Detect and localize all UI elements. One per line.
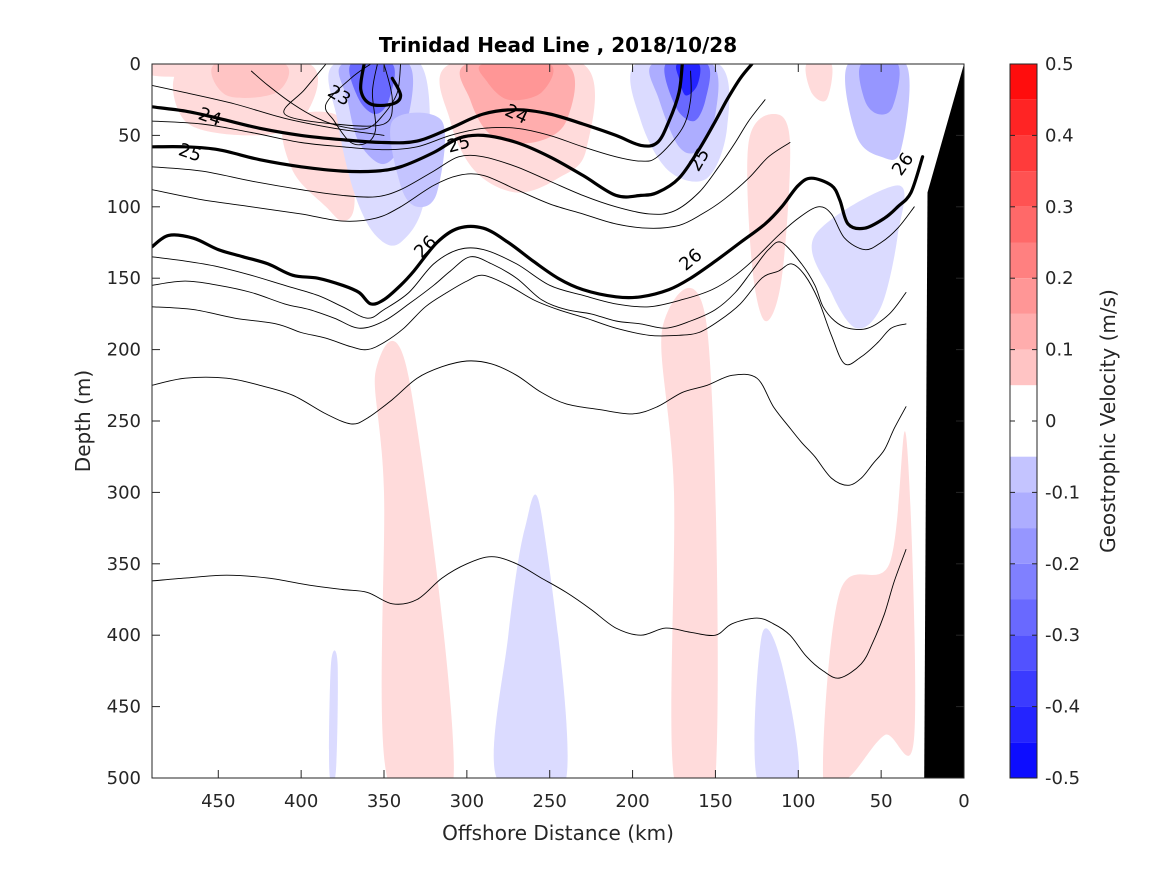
y-tick-label: 50: [118, 125, 141, 146]
colorbar-band: [1010, 64, 1037, 100]
colorbar-band: [1010, 278, 1037, 314]
x-tick-label: 250: [533, 791, 567, 812]
y-tick-label: 400: [107, 625, 141, 646]
velocity-fill-layer: [152, 64, 916, 778]
y-tick-label: 300: [107, 482, 141, 503]
isopycnal-contour-major: [359, 64, 403, 108]
colorbar-band: [1010, 135, 1037, 172]
velocity-patch: [211, 64, 290, 98]
isopycnal-contour-major: [152, 64, 684, 148]
isopycnal-contour: [152, 99, 766, 215]
velocity-patch: [374, 340, 454, 778]
y-axis: 0 50 100 150 200 250 300 350 400 450 500: [107, 54, 964, 789]
colorbar-band: [1010, 421, 1037, 457]
isopycnal-contour: [152, 206, 915, 319]
bathymetry-bottom: [924, 64, 964, 778]
colorbar-tick-label: -0.4: [1045, 697, 1080, 718]
x-tick-label: 150: [698, 791, 732, 812]
colorbar-band: [1010, 635, 1037, 671]
x-tick-label: 0: [958, 791, 969, 812]
velocity-patch: [822, 431, 916, 778]
isopycnal-contour: [152, 241, 907, 331]
y-tick-label: 500: [107, 768, 141, 789]
isopycnal-contour: [152, 263, 907, 366]
x-tick-label: 300: [450, 791, 484, 812]
bathymetry-layer: [924, 64, 964, 778]
colorbar-band: [1010, 706, 1037, 743]
colorbar-band: [1010, 742, 1037, 778]
isopycnal-contour: [250, 64, 402, 130]
colorbar-band: [1010, 492, 1037, 529]
y-tick-label: 150: [107, 268, 141, 289]
velocity-patch: [329, 650, 338, 778]
isopycnal-layer: [152, 64, 925, 679]
colorbar-tick-label: 0.4: [1045, 125, 1074, 146]
y-tick-label: 200: [107, 340, 141, 361]
colorbar-band: [1010, 171, 1037, 207]
colorbar-tick-label: -0.2: [1045, 554, 1080, 575]
isopycnal-contour: [152, 360, 907, 486]
x-tick-label: 200: [615, 791, 649, 812]
x-tick-label: 450: [201, 791, 235, 812]
colorbar-band: [1010, 599, 1037, 636]
y-tick-label: 100: [107, 197, 141, 218]
colorbar-band: [1010, 206, 1037, 243]
isopycnal-contour: [152, 70, 692, 162]
isopycnal-contour: [324, 64, 378, 146]
x-axis: 450 400 350 300 250 200 150 100 50 0: [201, 64, 970, 812]
colorbar-tick-label: -0.5: [1045, 768, 1080, 789]
colorbar-tick-label: 0.3: [1045, 197, 1074, 218]
velocity-patch: [754, 628, 799, 778]
isopycnal-contour: [152, 142, 791, 229]
colorbar-tick-label: 0.2: [1045, 268, 1074, 289]
isopycnal-contour-major: [152, 155, 925, 306]
colorbar-band: [1010, 349, 1037, 386]
x-tick-label: 350: [367, 791, 401, 812]
colorbar-band: [1010, 385, 1037, 421]
velocity-patch: [805, 64, 833, 102]
colorbar-band: [1010, 99, 1037, 136]
colorbar-tick-label: 0: [1045, 411, 1056, 432]
colorbar-band: [1010, 456, 1037, 493]
colorbar-tick-label: -0.1: [1045, 482, 1080, 503]
x-tick-label: 400: [284, 791, 318, 812]
isopycnal-contour: [152, 549, 907, 679]
colorbar-tick-label: -0.3: [1045, 625, 1080, 646]
y-tick-label: 450: [107, 697, 141, 718]
x-axis-label: Offshore Distance (km): [442, 821, 674, 845]
velocity-patch: [493, 494, 568, 778]
isopycnal-contour-major: [152, 64, 754, 199]
y-tick-label: 250: [107, 411, 141, 432]
colorbar-band: [1010, 313, 1037, 350]
y-tick-label: 0: [130, 54, 141, 75]
isopycnal-contour: [283, 64, 393, 127]
colorbar: 0.5 0.4 0.3 0.2 0.1 0 -0.1 -0.2 -0.3 -0.4 -0.5: [1009, 54, 1080, 789]
y-axis-label: Depth (m): [71, 370, 95, 472]
colorbar-band: [1010, 670, 1037, 707]
velocity-patch: [859, 64, 900, 115]
x-tick-label: 50: [870, 791, 893, 812]
x-tick-label: 100: [781, 791, 815, 812]
colorbar-band: [1010, 242, 1037, 279]
chart-title: Trinidad Head Line , 2018/10/28: [379, 33, 737, 57]
velocity-patch: [747, 114, 791, 322]
y-tick-label: 350: [107, 554, 141, 575]
colorbar-tick-label: 0.5: [1045, 54, 1074, 75]
colorbar-band: [1010, 528, 1037, 564]
velocity-patch: [478, 64, 554, 101]
colorbar-tick-label: 0.1: [1045, 340, 1074, 361]
colorbar-label: Geostrophic Velocity (m/s): [1096, 289, 1120, 553]
colorbar-band: [1010, 563, 1037, 600]
velocity-patch: [661, 287, 718, 778]
isopycnal-contour: [152, 84, 385, 136]
